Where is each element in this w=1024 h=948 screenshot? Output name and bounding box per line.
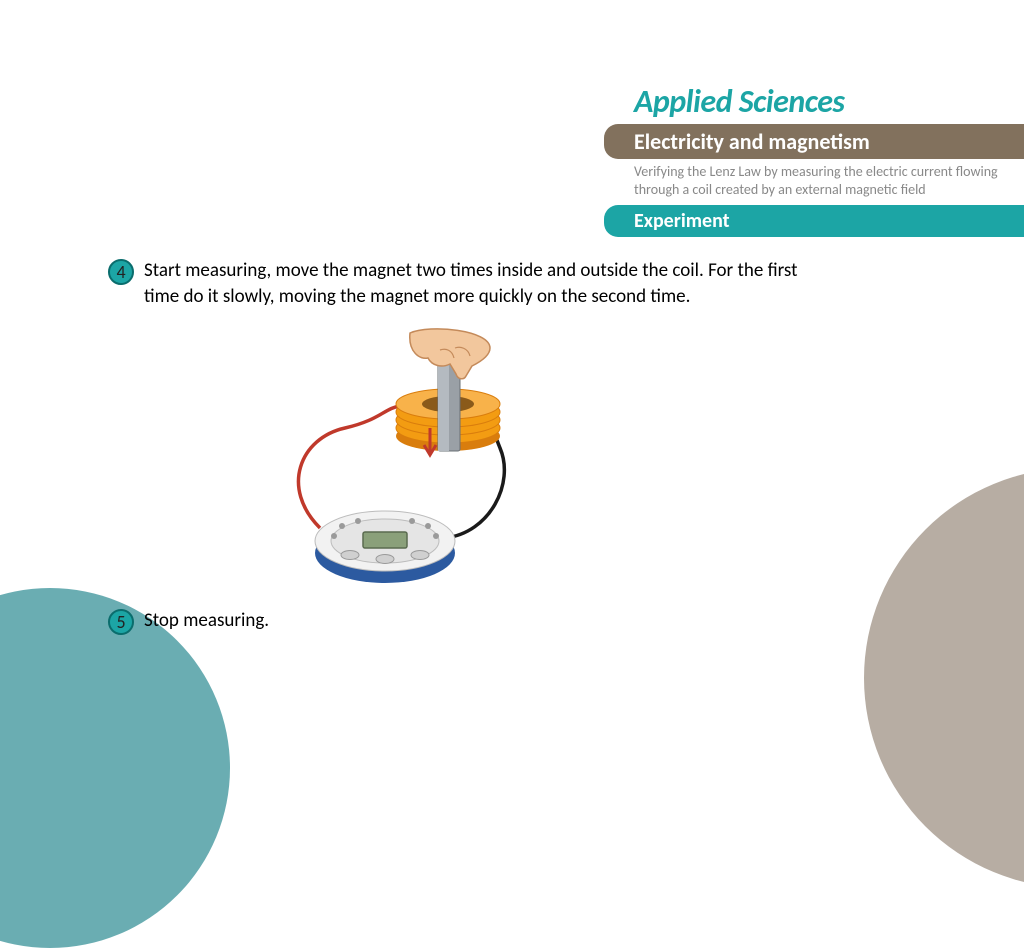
subtitle-bar: Electricity and magnetism [604, 124, 1024, 159]
step-number-badge: 5 [108, 609, 134, 635]
header-description: Verifying the Lenz Law by measuring the … [604, 159, 1024, 205]
step-text: Start measuring, move the magnet two tim… [144, 258, 828, 309]
experiment-illustration [290, 328, 590, 593]
header-block: Applied Sciences Electricity and magneti… [604, 82, 1024, 237]
content-area: 4 Start measuring, move the magnet two t… [108, 258, 828, 325]
decorative-circle-teal [0, 588, 230, 948]
measuring-device-icon [315, 511, 455, 583]
step-5: 5 Stop measuring. [108, 608, 269, 635]
step-number-badge: 4 [108, 259, 134, 285]
section-bar: Experiment [604, 205, 1024, 237]
decorative-circle-beige [864, 468, 1024, 888]
step-4: 4 Start measuring, move the magnet two t… [108, 258, 828, 309]
step-text: Stop measuring. [144, 608, 269, 634]
page-title: Applied Sciences [604, 82, 1024, 121]
red-wire-icon [298, 406, 400, 528]
lcd-screen-icon [363, 532, 407, 548]
